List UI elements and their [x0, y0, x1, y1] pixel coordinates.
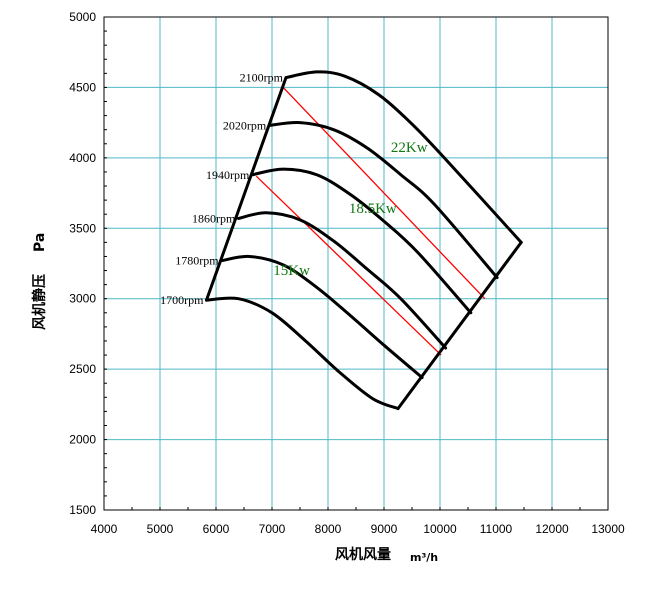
- y-tick-label: 5000: [69, 10, 96, 24]
- x-tick-label: 6000: [203, 522, 230, 536]
- power-label: 22Kw: [391, 140, 428, 156]
- y-tick-label: 4000: [69, 151, 96, 165]
- envelope-edge: [204, 76, 288, 302]
- rpm-label: 1780rpm: [175, 254, 219, 268]
- power-label: 15Kw: [273, 263, 310, 279]
- power-line: [255, 175, 442, 356]
- rpm-label: 1860rpm: [192, 211, 236, 225]
- y-tick-labels: 1500 2000 2500 3000 3500 4000 4500 5000: [69, 10, 96, 517]
- y-axis-title: 风机静压: [31, 274, 48, 330]
- rpm-label: 1700rpm: [160, 293, 204, 307]
- y-tick-label: 3000: [69, 292, 96, 306]
- power-line: [282, 86, 486, 300]
- x-tick-label: 12000: [535, 522, 569, 536]
- rpm-curve: [236, 211, 448, 350]
- rpm-curve: [250, 167, 473, 315]
- rpm-curve: [267, 121, 499, 280]
- x-axis-unit: m³/h: [410, 551, 438, 564]
- y-tick-label: 2500: [69, 362, 96, 376]
- envelope-edges: [204, 76, 523, 411]
- y-tick-label: 4500: [69, 80, 96, 94]
- x-tick-labels: 4000 5000 6000 7000 8000 9000 10000 11000 12000 1…: [91, 522, 625, 536]
- rpm-curve: [220, 254, 424, 380]
- x-tick-label: 7000: [259, 522, 286, 536]
- x-axis-title: 风机风量: [335, 546, 391, 563]
- x-tick-label: 4000: [91, 522, 118, 536]
- y-axis-unit: Pa: [32, 233, 48, 252]
- x-tick-label: 9000: [371, 522, 398, 536]
- plot-frame: [103, 16, 609, 511]
- rpm-label: 1940rpm: [206, 168, 250, 182]
- rpm-label: 2020rpm: [223, 118, 267, 132]
- y-tick-label: 1500: [69, 503, 96, 517]
- x-tick-label: 8000: [315, 522, 342, 536]
- x-tick-label: 10000: [423, 522, 457, 536]
- power-lines: [255, 86, 486, 356]
- x-tick-label: 11000: [480, 522, 513, 536]
- rpm-curve: [284, 70, 523, 244]
- rpm-labels: 1700rpm 1780rpm 1860rpm 1940rpm 2020rpm 2100r…: [160, 71, 284, 308]
- rpm-curves: [204, 70, 523, 411]
- power-label: 18.5Kw: [349, 201, 397, 217]
- rpm-label: 2100rpm: [240, 71, 284, 85]
- y-tick-label: 3500: [69, 221, 96, 235]
- y-tick-label: 2000: [69, 433, 96, 447]
- rpm-curve: [204, 296, 400, 411]
- x-tick-label: 13000: [591, 522, 625, 536]
- envelope-edge: [396, 240, 523, 411]
- power-labels: 15Kw 18.5Kw 22Kw: [273, 140, 427, 279]
- x-tick-label: 5000: [147, 522, 174, 536]
